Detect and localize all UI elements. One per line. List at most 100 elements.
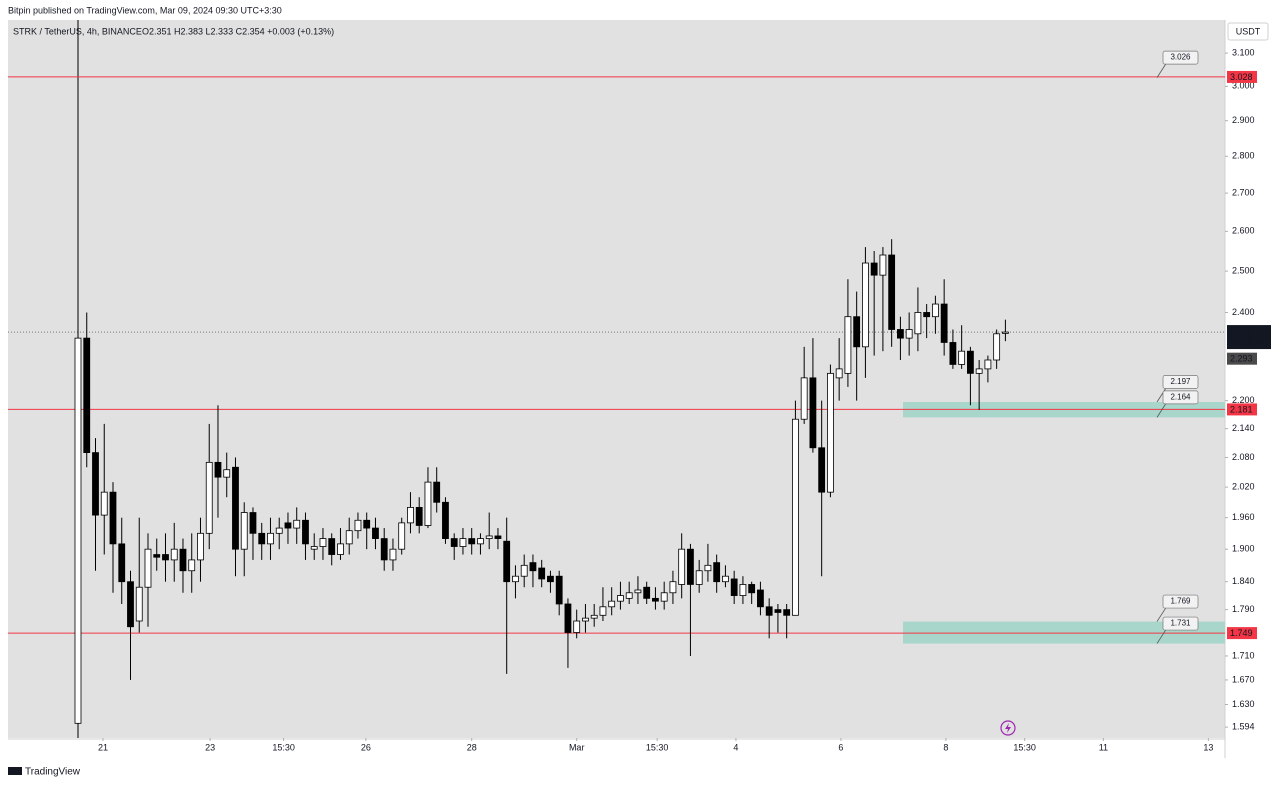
x-tick-label: 15:30 xyxy=(1013,742,1036,752)
y-tick-label: 2.080 xyxy=(1232,452,1255,462)
candle-body xyxy=(695,570,703,585)
hline-label: 3.028 xyxy=(1230,72,1253,82)
callout-box xyxy=(1162,616,1199,631)
x-tick-label: 13 xyxy=(1203,742,1213,752)
callout-box xyxy=(1162,594,1199,609)
candle-body xyxy=(608,600,616,608)
candle-body xyxy=(652,597,659,602)
candle-body xyxy=(267,532,274,545)
candle-body xyxy=(284,522,292,529)
last-price-label: 2.354 xyxy=(1230,325,1253,335)
candle-body xyxy=(162,554,169,561)
x-tick-label: 26 xyxy=(361,742,371,752)
candle-body xyxy=(74,337,82,724)
candle-body xyxy=(258,532,266,545)
x-tick-label: 4 xyxy=(733,742,738,752)
y-tick-label: 1.630 xyxy=(1232,699,1255,709)
candle-body xyxy=(118,543,126,583)
callout-box xyxy=(1162,375,1199,389)
candle-body xyxy=(853,316,861,348)
candle-body xyxy=(188,559,196,572)
y-tick-label: 1.594 xyxy=(1232,722,1255,732)
candle-body xyxy=(564,603,572,633)
candle-body xyxy=(722,575,729,583)
candle-body xyxy=(223,469,231,478)
candle-body xyxy=(932,303,939,318)
candle-body xyxy=(669,581,677,594)
y-tick-label: 1.790 xyxy=(1232,604,1255,614)
candle-body xyxy=(127,581,134,628)
candle-body xyxy=(739,584,747,596)
hline-label: 1.749 xyxy=(1230,628,1253,638)
candle-body xyxy=(135,586,143,622)
callout-label: 1.731 xyxy=(1170,619,1191,628)
candle-body xyxy=(205,461,213,534)
candle-body xyxy=(704,564,712,572)
candle-body xyxy=(783,609,791,616)
candle-body xyxy=(634,589,642,594)
x-tick-label: Mar xyxy=(569,742,585,752)
y-tick-label: 1.840 xyxy=(1232,576,1255,586)
candle-body xyxy=(967,350,974,374)
brand-logo xyxy=(8,767,22,775)
candle-body xyxy=(870,262,878,276)
candle-body xyxy=(100,491,108,516)
callout-leader xyxy=(1156,629,1167,644)
candle-body xyxy=(468,538,476,545)
candle-body xyxy=(538,567,546,580)
x-tick-label: 8 xyxy=(943,742,948,752)
candle-body xyxy=(337,543,344,555)
candle-body xyxy=(984,359,992,370)
candle-body xyxy=(827,372,834,493)
candle-body xyxy=(590,614,598,619)
candle-body xyxy=(389,548,397,561)
y-tick-label: 2.800 xyxy=(1232,151,1255,161)
candle-body xyxy=(975,368,983,374)
callout-leader xyxy=(1156,607,1167,622)
countdown: 01:59:12 xyxy=(1230,336,1265,346)
candle-body xyxy=(424,481,432,526)
candle-body xyxy=(625,592,633,599)
marker-price-label: 2.293 xyxy=(1230,354,1253,364)
callout-label: 2.164 xyxy=(1170,392,1191,401)
event-icon[interactable] xyxy=(1000,720,1016,736)
candle-body xyxy=(835,368,843,379)
x-tick-label: 15:30 xyxy=(272,742,295,752)
candle-body xyxy=(214,461,222,478)
y-tick-label: 2.900 xyxy=(1232,115,1255,125)
candle-body xyxy=(485,535,493,539)
y-tick-label: 1.710 xyxy=(1232,650,1255,660)
y-tick-label: 2.600 xyxy=(1232,226,1255,236)
y-tick-label: 1.960 xyxy=(1232,512,1255,522)
candle-body xyxy=(197,532,204,561)
candle-body xyxy=(363,519,371,529)
zone xyxy=(903,621,1225,644)
candle-body xyxy=(844,316,852,374)
y-tick-label: 2.400 xyxy=(1232,307,1255,317)
last-price-box xyxy=(1227,325,1271,350)
callout-label: 2.197 xyxy=(1170,377,1191,386)
candle-body xyxy=(792,418,799,616)
candle-body xyxy=(897,329,904,339)
candle-body xyxy=(433,481,441,503)
candle-body xyxy=(494,535,502,539)
candle-body xyxy=(442,501,449,539)
candle-body xyxy=(905,329,913,339)
candle-body xyxy=(450,538,458,547)
y-tick-label: 2.140 xyxy=(1232,423,1255,433)
candle-body xyxy=(249,512,257,534)
x-tick-label: 23 xyxy=(205,742,215,752)
event-icon-bolt xyxy=(1005,723,1011,733)
callout-leader xyxy=(1156,387,1167,403)
candle-body xyxy=(774,609,782,613)
y-tick-label: 2.500 xyxy=(1232,265,1255,275)
candle-body xyxy=(678,548,686,585)
currency-box[interactable] xyxy=(1227,22,1269,41)
plot-background xyxy=(8,20,1225,738)
candle-body xyxy=(687,548,694,585)
currency: USDT xyxy=(1236,26,1261,36)
candle-body xyxy=(555,575,563,605)
callout-box xyxy=(1162,50,1199,65)
